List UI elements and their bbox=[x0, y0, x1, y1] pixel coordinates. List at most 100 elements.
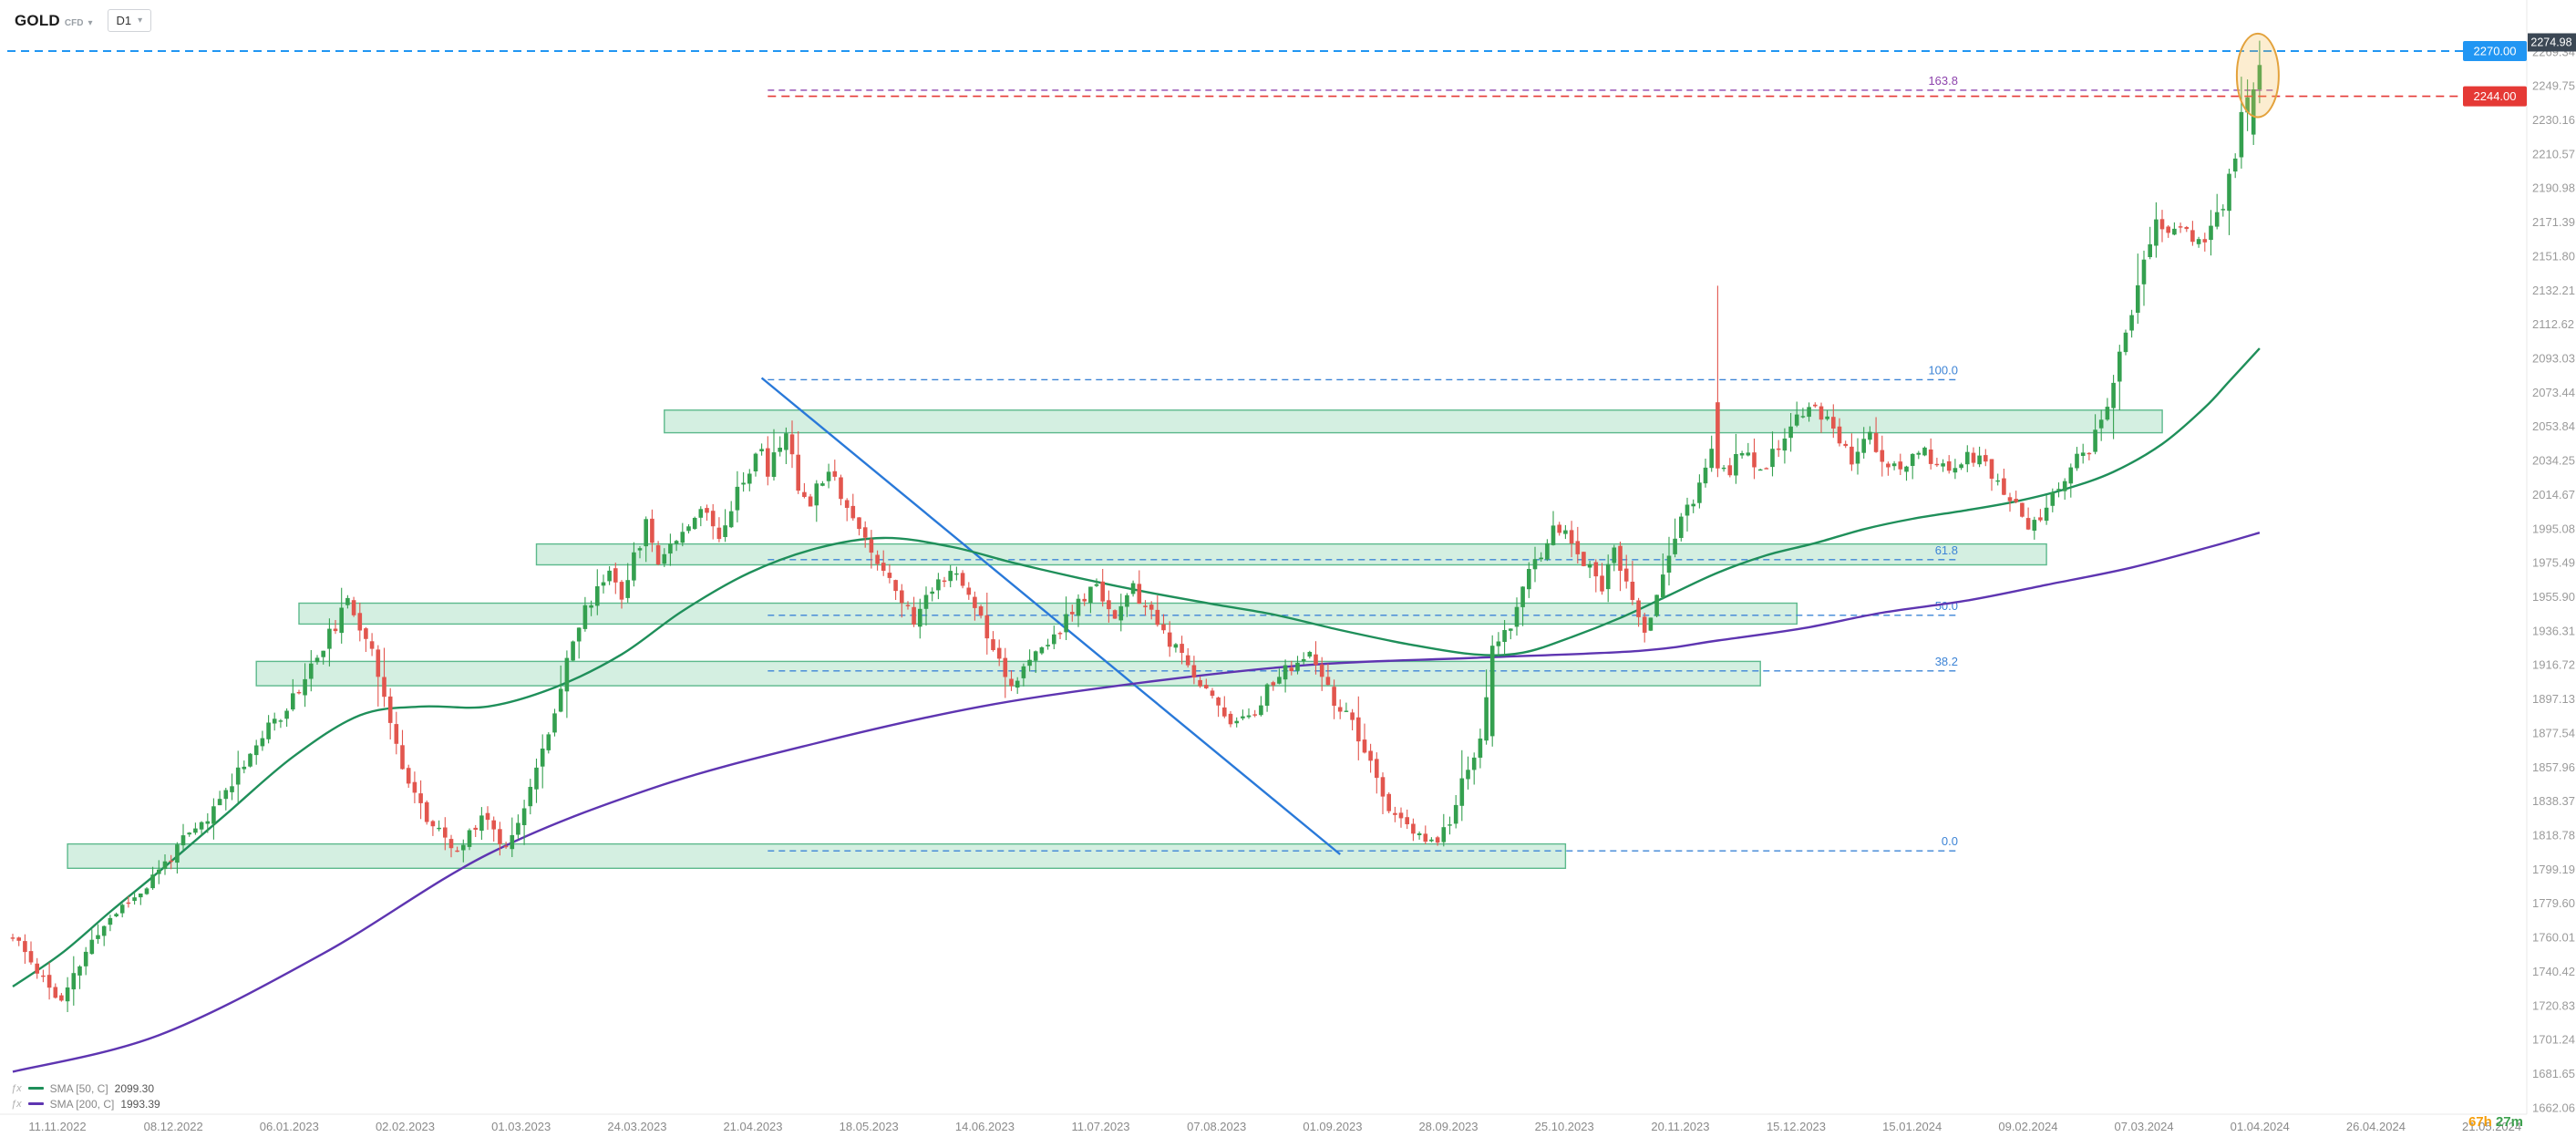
sma200-color-swatch bbox=[27, 1102, 44, 1105]
support-resistance-zone[interactable] bbox=[664, 409, 2163, 434]
price-axis[interactable]: 2269.342249.752230.162210.572190.982171.… bbox=[2528, 33, 2576, 1115]
date-tick-label: 24.03.2023 bbox=[607, 1120, 666, 1133]
date-tick-label: 20.11.2023 bbox=[1651, 1120, 1709, 1133]
date-tick-label: 15.12.2023 bbox=[1767, 1120, 1826, 1133]
price-tick-label: 1975.49 bbox=[2532, 556, 2575, 570]
price-tick-label: 2093.03 bbox=[2532, 352, 2575, 366]
price-tick-label: 1877.54 bbox=[2532, 726, 2575, 739]
price-alert-tag[interactable] bbox=[2463, 86, 2527, 107]
date-tick-label: 08.12.2022 bbox=[144, 1120, 203, 1133]
date-tick-label: 26.04.2024 bbox=[2346, 1120, 2406, 1133]
timeframe-selector[interactable]: D1 ▾ bbox=[107, 9, 152, 32]
fib-level-label: 100.0 bbox=[1928, 363, 1958, 377]
sma50-value: 2099.30 bbox=[114, 1081, 155, 1095]
trendline[interactable] bbox=[760, 377, 1341, 855]
price-tick-label: 1720.83 bbox=[2532, 998, 2575, 1012]
price-tick-label: 2014.67 bbox=[2532, 488, 2575, 501]
price-tick-label: 1779.60 bbox=[2532, 896, 2575, 910]
price-alert-tag[interactable] bbox=[2463, 41, 2527, 61]
chevron-down-icon: ▾ bbox=[88, 17, 93, 28]
sma200-line[interactable] bbox=[12, 532, 2261, 1073]
sma50-legend-item[interactable]: ƒx SMA [50, C] 2099.30 bbox=[11, 1080, 160, 1096]
indicator-legend: ƒx SMA [50, C] 2099.30 ƒx SMA [200, C] 1… bbox=[11, 1080, 160, 1111]
time-axis[interactable]: 11.11.2022 08.12.2022 06.01.2023 02.02.2023… bbox=[28, 1120, 2521, 1133]
instrument-symbol: GOLD bbox=[15, 11, 60, 29]
date-tick-label: 02.02.2023 bbox=[376, 1120, 435, 1133]
sma200-label: SMA [200, C] bbox=[49, 1097, 115, 1111]
date-tick-label: 07.08.2023 bbox=[1187, 1120, 1246, 1133]
date-tick-label: 01.04.2024 bbox=[2231, 1120, 2290, 1133]
current-price-tag bbox=[2528, 33, 2576, 52]
price-tick-label: 1955.90 bbox=[2532, 590, 2575, 604]
date-tick-label: 15.01.2024 bbox=[1882, 1120, 1942, 1133]
date-tick-label: 14.06.2023 bbox=[955, 1120, 1015, 1133]
date-tick-label: 21.04.2023 bbox=[723, 1120, 782, 1133]
price-tick-label: 1838.37 bbox=[2532, 794, 2575, 808]
timeframe-label: D1 bbox=[116, 14, 132, 27]
price-tick-label: 1799.19 bbox=[2532, 863, 2575, 876]
current-price-tag-label: 2274.98 bbox=[2530, 36, 2571, 49]
price-tick-label: 1740.42 bbox=[2532, 965, 2575, 978]
countdown-minutes: 27m bbox=[2495, 1114, 2523, 1130]
date-tick-label: 06.01.2023 bbox=[260, 1120, 319, 1133]
fib-level-label: 0.0 bbox=[1942, 834, 1958, 848]
support-resistance-zone[interactable] bbox=[67, 842, 1567, 869]
zones-layer bbox=[67, 409, 2163, 869]
function-icon: ƒx bbox=[11, 1082, 22, 1094]
date-tick-label: 21.05.2024 bbox=[2462, 1120, 2521, 1133]
fib-level-label: 38.2 bbox=[1935, 655, 1958, 668]
session-countdown: 67h 27m bbox=[2468, 1114, 2523, 1130]
price-tick-label: 2073.44 bbox=[2532, 386, 2575, 399]
price-tick-label: 1995.08 bbox=[2532, 522, 2575, 535]
instrument-type-label: CFD bbox=[64, 17, 84, 28]
price-alert-tag-label: 2244.00 bbox=[2474, 89, 2517, 103]
sma200-value: 1993.39 bbox=[120, 1097, 160, 1111]
price-tick-label: 2210.57 bbox=[2532, 147, 2575, 160]
date-tick-label: 07.03.2024 bbox=[2115, 1120, 2174, 1133]
price-tick-label: 2053.84 bbox=[2532, 419, 2575, 433]
price-tick-label: 1662.06 bbox=[2532, 1101, 2575, 1114]
date-tick-label: 01.09.2023 bbox=[1303, 1120, 1362, 1133]
sma200-legend-item[interactable]: ƒx SMA [200, C] 1993.39 bbox=[11, 1096, 160, 1111]
instrument-selector[interactable]: GOLD CFD ▾ bbox=[15, 12, 93, 30]
highlight-ellipse[interactable] bbox=[2235, 32, 2280, 119]
price-tick-label: 2171.39 bbox=[2532, 215, 2575, 229]
date-tick-label: 11.07.2023 bbox=[1071, 1120, 1129, 1133]
price-tick-label: 2190.98 bbox=[2532, 181, 2575, 195]
chevron-down-icon: ▾ bbox=[138, 16, 143, 26]
price-tick-label: 2249.75 bbox=[2532, 79, 2575, 93]
date-tick-label: 11.11.2022 bbox=[28, 1120, 86, 1133]
price-tick-label: 2132.21 bbox=[2532, 284, 2575, 297]
fib-level-label: 61.8 bbox=[1935, 543, 1958, 557]
date-tick-label: 01.03.2023 bbox=[491, 1120, 551, 1133]
price-tick-label: 1760.01 bbox=[2532, 931, 2575, 945]
price-tick-label: 2112.62 bbox=[2532, 317, 2574, 331]
price-tick-label: 1897.13 bbox=[2532, 692, 2575, 706]
date-tick-label: 25.10.2023 bbox=[1535, 1120, 1594, 1133]
fib-level-label: 163.8 bbox=[1928, 74, 1958, 88]
price-tick-label: 1936.31 bbox=[2532, 624, 2575, 637]
price-tick-label: 1916.72 bbox=[2532, 658, 2575, 672]
price-tick-label: 2034.25 bbox=[2532, 454, 2575, 468]
price-alert-tag-label: 2270.00 bbox=[2474, 45, 2517, 58]
sma50-line[interactable] bbox=[12, 347, 2261, 987]
date-tick-label: 09.02.2024 bbox=[1998, 1120, 2057, 1133]
price-tick-label: 2230.16 bbox=[2532, 113, 2575, 127]
support-resistance-zone[interactable] bbox=[255, 660, 1761, 687]
price-tick-label: 1681.65 bbox=[2532, 1067, 2575, 1080]
date-tick-label: 18.05.2023 bbox=[840, 1120, 899, 1133]
candles-layer bbox=[10, 40, 2262, 1012]
price-tick-label: 1857.96 bbox=[2532, 760, 2575, 774]
chart-toolbar: GOLD CFD ▾ D1 ▾ bbox=[15, 9, 152, 32]
price-tick-label: 1701.24 bbox=[2532, 1033, 2575, 1047]
support-resistance-zone[interactable] bbox=[535, 543, 2047, 566]
function-icon: ƒx bbox=[11, 1098, 22, 1110]
date-tick-label: 28.09.2023 bbox=[1418, 1120, 1478, 1133]
sma50-color-swatch bbox=[27, 1087, 44, 1090]
price-tick-label: 2151.80 bbox=[2532, 249, 2575, 263]
countdown-hours: 67h bbox=[2468, 1114, 2492, 1130]
sma50-label: SMA [50, C] bbox=[49, 1081, 108, 1095]
price-tick-label: 1818.78 bbox=[2532, 829, 2575, 842]
